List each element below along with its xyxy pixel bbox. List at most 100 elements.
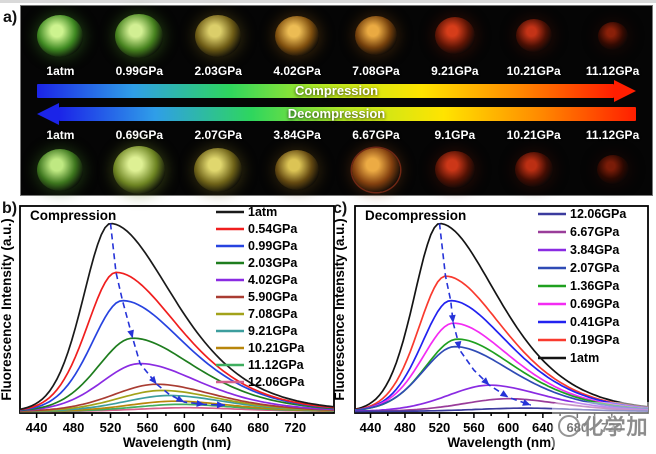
svg-text:4.02GPa: 4.02GPa bbox=[248, 273, 298, 287]
decompression-arrow: Decompression bbox=[37, 103, 636, 125]
sample-photo-compression-3 bbox=[275, 15, 320, 56]
svg-text:3.84GPa: 3.84GPa bbox=[570, 243, 620, 257]
sample-photo-compression-0 bbox=[37, 14, 84, 57]
watermark-text: 化学加 bbox=[582, 416, 649, 439]
sample-photo-decompression-2 bbox=[194, 147, 243, 192]
sample-photo-cell bbox=[100, 13, 179, 58]
svg-text:680: 680 bbox=[247, 420, 269, 435]
sample-photo-decompression-6 bbox=[514, 152, 553, 187]
svg-text:7.08GPa: 7.08GPa bbox=[248, 307, 298, 321]
sample-photo-cell bbox=[100, 145, 179, 194]
compression-arrow: Compression bbox=[37, 80, 636, 102]
sample-photo-compression-7 bbox=[597, 21, 628, 50]
svg-text:560: 560 bbox=[463, 420, 485, 435]
sample-photo-cell bbox=[494, 152, 573, 187]
sample-photo-cell bbox=[258, 15, 337, 56]
svg-text:600: 600 bbox=[498, 420, 520, 435]
panel-b-label: b) bbox=[2, 200, 18, 217]
svg-text:1.36GPa: 1.36GPa bbox=[570, 279, 620, 293]
pressure-label: 10.21GPa bbox=[506, 127, 561, 142]
pressure-label: 9.21GPa bbox=[431, 63, 479, 78]
svg-text:1atm: 1atm bbox=[570, 351, 599, 365]
compression-arrow-label: Compression bbox=[294, 83, 379, 98]
sample-photo-decompression-5 bbox=[434, 151, 475, 188]
svg-text:720: 720 bbox=[601, 420, 623, 435]
compression-gradient-bar bbox=[37, 84, 614, 98]
svg-text:640: 640 bbox=[210, 420, 232, 435]
svg-text:520: 520 bbox=[100, 420, 122, 435]
svg-text:6.67GPa: 6.67GPa bbox=[570, 225, 620, 239]
pressure-label: 2.03GPa bbox=[194, 63, 242, 78]
svg-text:520: 520 bbox=[429, 420, 451, 435]
svg-text:1atm: 1atm bbox=[248, 205, 277, 219]
svg-text:Wavelength (nm): Wavelength (nm) bbox=[447, 435, 555, 450]
decompression-arrow-label: Decompression bbox=[287, 106, 386, 121]
pressure-label: 2.07GPa bbox=[194, 127, 242, 142]
sample-photo-compression-4 bbox=[354, 16, 397, 55]
sample-photo-decompression-7 bbox=[596, 155, 629, 184]
watermark-logo-icon bbox=[557, 415, 580, 437]
compression-photo-row bbox=[21, 9, 652, 62]
sample-photo-compression-2 bbox=[195, 14, 242, 57]
pressure-label: 6.67GPa bbox=[352, 127, 400, 142]
pressure-label: 3.84GPa bbox=[273, 127, 321, 142]
svg-text:10.21GPa: 10.21GPa bbox=[248, 341, 305, 355]
decompression-photo-row bbox=[21, 143, 652, 196]
svg-text:0.19GPa: 0.19GPa bbox=[570, 333, 620, 347]
sample-photo-cell bbox=[337, 16, 416, 55]
svg-text:Compression: Compression bbox=[30, 208, 116, 223]
svg-text:440: 440 bbox=[360, 420, 382, 435]
pressure-label: 1atm bbox=[46, 63, 75, 78]
sample-photo-decompression-0 bbox=[37, 148, 84, 191]
svg-text:11.12GPa: 11.12GPa bbox=[248, 358, 305, 372]
left-arrowhead-icon bbox=[37, 103, 59, 125]
svg-text:640: 640 bbox=[532, 420, 554, 435]
sample-photo-decompression-3 bbox=[275, 149, 320, 190]
svg-text:Decompression: Decompression bbox=[365, 208, 466, 223]
svg-text:480: 480 bbox=[63, 420, 85, 435]
sample-photo-cell bbox=[494, 19, 573, 52]
svg-text:480: 480 bbox=[394, 420, 416, 435]
pressure-label: 9.1GPa bbox=[434, 127, 476, 142]
svg-text:0.41GPa: 0.41GPa bbox=[570, 315, 620, 329]
svg-text:Fluorescence Intensity (a.u.): Fluorescence Intensity (a.u.) bbox=[0, 218, 14, 400]
svg-text:12.06GPa: 12.06GPa bbox=[248, 375, 305, 389]
compression-pressure-labels: 1atm 0.99GPa 2.03GPa 4.02GPa 7.08GPa 9.21GPa 1… bbox=[21, 62, 652, 79]
svg-text:0.69GPa: 0.69GPa bbox=[570, 297, 620, 311]
sample-photo-compression-5 bbox=[434, 17, 475, 54]
watermark: 化学加 bbox=[552, 402, 654, 450]
pressure-label: 10.21GPa bbox=[506, 63, 561, 78]
svg-text:0.54GPa: 0.54GPa bbox=[248, 222, 298, 236]
svg-text:0.99GPa: 0.99GPa bbox=[248, 239, 298, 253]
sample-photo-cell bbox=[415, 151, 494, 188]
pressure-label: 0.69GPa bbox=[115, 127, 163, 142]
panel-c-label: c) bbox=[333, 200, 348, 217]
svg-text:Wavelength (nm): Wavelength (nm) bbox=[123, 435, 231, 450]
svg-text:440: 440 bbox=[26, 420, 48, 435]
decompression-gradient-bar bbox=[59, 107, 636, 121]
right-arrowhead-icon bbox=[614, 80, 636, 102]
sample-photo-decompression-1 bbox=[113, 145, 166, 194]
top-border-strip bbox=[0, 0, 656, 3]
sample-photo-compression-1 bbox=[115, 13, 164, 58]
sample-photo-cell bbox=[179, 14, 258, 57]
sample-photo-cell bbox=[573, 21, 652, 50]
pressure-label: 7.08GPa bbox=[352, 63, 400, 78]
svg-text:600: 600 bbox=[174, 420, 196, 435]
pressure-label: 1atm bbox=[46, 127, 75, 142]
panel-a-photo-strip: 1atm 0.99GPa 2.03GPa 4.02GPa 7.08GPa 9.21GPa 1… bbox=[20, 5, 653, 196]
svg-text:Fluorescence Intensity (a.u.): Fluorescence Intensity (a.u.) bbox=[332, 218, 347, 400]
svg-text:2.03GPa: 2.03GPa bbox=[248, 256, 298, 270]
sample-photo-cell bbox=[21, 14, 100, 57]
pressure-label: 11.12GPa bbox=[585, 63, 640, 78]
svg-text:560: 560 bbox=[137, 420, 159, 435]
sample-photo-compression-6 bbox=[515, 19, 552, 52]
sample-photo-cell bbox=[21, 148, 100, 191]
panel-a-label: a) bbox=[3, 9, 18, 26]
svg-text:5.90GPa: 5.90GPa bbox=[248, 290, 298, 304]
sample-photo-cell bbox=[179, 147, 258, 192]
svg-text:720: 720 bbox=[284, 420, 306, 435]
sample-photo-cell bbox=[415, 17, 494, 54]
